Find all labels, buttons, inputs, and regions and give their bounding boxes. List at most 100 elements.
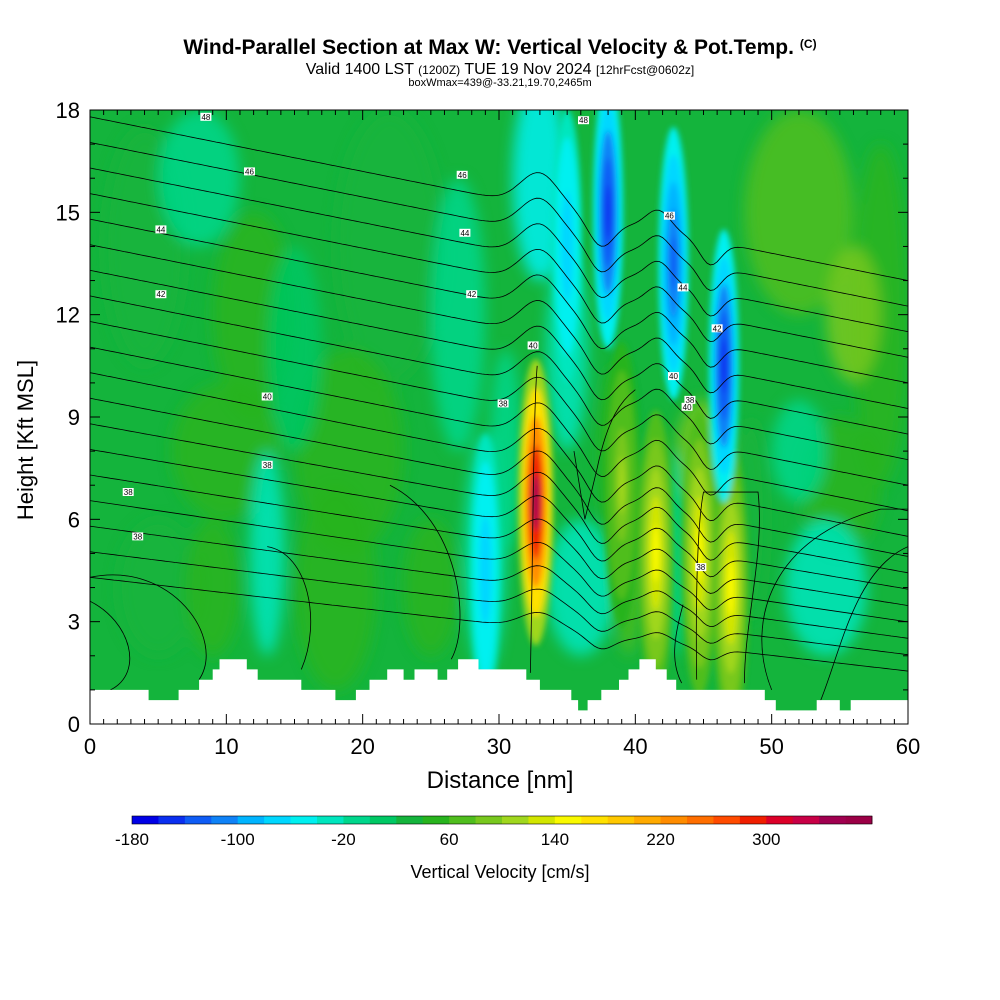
colorbar-swatch-27 bbox=[845, 816, 873, 824]
contour-label-11: 38 bbox=[122, 488, 134, 497]
theta-contour-local-6 bbox=[695, 491, 760, 684]
theta-contour-4 bbox=[90, 474, 908, 606]
contour-label-text-5: 42 bbox=[156, 290, 165, 299]
x-tick-label-2: 20 bbox=[350, 734, 374, 759]
x-tick-label-1: 10 bbox=[214, 734, 238, 759]
chart-subtitle: Valid 1400 LST (1200Z) TUE 19 Nov 2024 [… bbox=[0, 61, 1000, 79]
velocity-blob-15 bbox=[403, 519, 459, 656]
theta-contour-local-0 bbox=[90, 600, 131, 691]
colorbar-swatch-2 bbox=[184, 816, 212, 824]
theta-contour-16 bbox=[90, 167, 908, 333]
contour-label-bg-2 bbox=[456, 170, 468, 179]
y-tick-label-1: 3 bbox=[68, 610, 80, 635]
contour-label-18: 42 bbox=[711, 324, 723, 333]
terrain bbox=[90, 659, 908, 724]
theta-contour-13 bbox=[90, 244, 908, 409]
axes: 0 10 20 30 40 50 60 0 3 6 9 12 15 18 bbox=[56, 98, 921, 759]
velocity-blob-6 bbox=[171, 382, 281, 520]
velocity-blob-18 bbox=[546, 519, 615, 656]
velocity-core-8-ring-1 bbox=[564, 219, 571, 274]
colorbar-tick-label-5: 220 bbox=[646, 830, 674, 849]
contour-label-bg-5 bbox=[155, 290, 167, 299]
colorbar-tick-label-3: 60 bbox=[440, 830, 459, 849]
colorbar-swatch-10 bbox=[396, 816, 424, 824]
y-tick-label-4: 12 bbox=[56, 303, 80, 328]
velocity-core-6-ring-1 bbox=[670, 236, 677, 291]
theta-contour-3 bbox=[90, 500, 908, 623]
theta-contours bbox=[90, 116, 908, 704]
contour-label-text-2: 46 bbox=[458, 171, 467, 180]
y-tick-label-5: 15 bbox=[56, 200, 80, 225]
contour-label-19: 40 bbox=[668, 372, 679, 381]
colorbar-swatch-24 bbox=[766, 816, 794, 824]
theta-contour-18 bbox=[90, 116, 908, 281]
contour-label-8: 40 bbox=[261, 392, 273, 402]
theta-contour-6 bbox=[90, 423, 908, 574]
x-tick-label-5: 50 bbox=[759, 734, 783, 759]
contour-label-text-20: 40 bbox=[683, 403, 692, 412]
x-tick-label-0: 0 bbox=[84, 734, 96, 759]
contour-label-bg-16 bbox=[663, 211, 675, 220]
velocity-blob-25 bbox=[267, 246, 322, 452]
colorbar-swatch-12 bbox=[449, 816, 476, 824]
y-tick-label-0: 0 bbox=[68, 712, 80, 737]
colorbar-tick-label-2: -20 bbox=[331, 830, 356, 849]
vertical-velocity-cores bbox=[470, 110, 749, 724]
colorbar-swatch-23 bbox=[739, 816, 767, 824]
theta-contour-7 bbox=[90, 397, 908, 557]
chart-title-text: Wind-Parallel Section at Max W: Vertical… bbox=[183, 36, 794, 59]
colorbar-swatch-11 bbox=[422, 816, 450, 824]
colorbar-swatch-7 bbox=[317, 816, 344, 824]
colorbar-tick-label-0: -180 bbox=[115, 830, 149, 849]
contour-label-text-13: 38 bbox=[696, 563, 705, 572]
theta-contour-9 bbox=[90, 346, 908, 512]
x-tick-label-6: 60 bbox=[896, 734, 920, 759]
contour-label-bg-7 bbox=[527, 341, 539, 350]
contour-label-bg-6 bbox=[466, 290, 478, 299]
contour-label-16: 46 bbox=[663, 211, 675, 221]
colorbar-swatch-6 bbox=[290, 816, 318, 824]
contour-label-bg-18 bbox=[711, 324, 723, 333]
contour-label-bg-15 bbox=[578, 116, 589, 125]
theta-contour-local-4 bbox=[529, 365, 538, 673]
colorbar-frame bbox=[131, 815, 873, 825]
velocity-core-7-ring-1 bbox=[720, 338, 727, 394]
theta-contour-local-1 bbox=[90, 574, 207, 680]
y-tick-label-2: 6 bbox=[68, 507, 80, 532]
colorbar-swatch-5 bbox=[264, 816, 291, 824]
theta-contour-local-3 bbox=[389, 484, 461, 660]
y-tick-label-3: 9 bbox=[68, 405, 80, 430]
contour-label-6: 42 bbox=[466, 290, 478, 299]
colorbar-swatch-0 bbox=[132, 816, 159, 824]
contour-label-7: 40 bbox=[527, 341, 539, 350]
colorbar-swatch-3 bbox=[211, 816, 239, 824]
contour-label-text-8: 40 bbox=[263, 393, 272, 402]
colorbar-swatch-16 bbox=[554, 816, 582, 824]
theta-contour-2 bbox=[90, 525, 908, 639]
velocity-blob-12 bbox=[249, 451, 285, 656]
contour-label-bg-8 bbox=[261, 392, 273, 401]
forecast-info: [12hrFcst@0602z] bbox=[595, 63, 695, 77]
chart-title: Wind-Parallel Section at Max W: Vertical… bbox=[0, 36, 1000, 60]
colorbar-swatch-8 bbox=[343, 816, 371, 824]
contour-label-text-12: 38 bbox=[133, 532, 142, 541]
colorbar-swatch-21 bbox=[687, 816, 714, 824]
x-tick-label-4: 40 bbox=[623, 734, 647, 759]
colorbar-label: Vertical Velocity [cm/s] bbox=[410, 862, 590, 882]
velocity-core-0-ring-1 bbox=[532, 473, 540, 531]
colorbar-swatch-14 bbox=[502, 816, 529, 824]
theta-contour-11 bbox=[90, 295, 908, 460]
colorbar-swatch-9 bbox=[369, 816, 397, 824]
colorbar-swatch-15 bbox=[528, 816, 556, 824]
colorbar-swatch-25 bbox=[792, 816, 820, 824]
y-axis-label: Height [Kft MSL] bbox=[13, 359, 38, 521]
valid-prefix: Valid 1400 LST bbox=[305, 61, 414, 78]
velocity-blob-11 bbox=[117, 519, 200, 656]
contour-label-bg-11 bbox=[122, 488, 134, 496]
contour-label-text-7: 40 bbox=[529, 341, 538, 350]
theta-contour-15 bbox=[90, 193, 908, 358]
contour-label-bg-20 bbox=[681, 402, 693, 411]
contour-label-text-9: 38 bbox=[499, 399, 508, 408]
